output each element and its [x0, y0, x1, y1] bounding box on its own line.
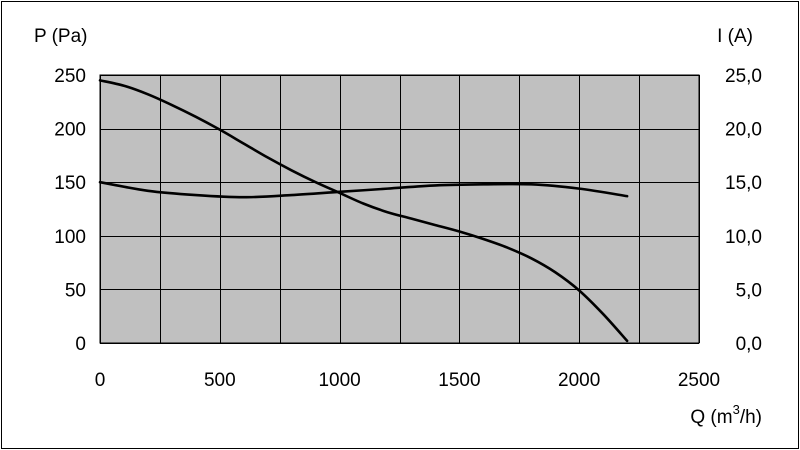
y-left-axis-title: P (Pa) — [34, 26, 88, 47]
x-tick-label: 1000 — [318, 370, 360, 391]
y-left-tick-label: 100 — [54, 227, 86, 248]
series-line-pressure — [98, 79, 629, 343]
y-right-axis-title: I (A) — [717, 26, 753, 47]
series-line-current — [98, 180, 629, 199]
y-left-tick-label: 0 — [75, 334, 86, 355]
x-axis-title-base: Q (m — [690, 407, 732, 428]
y-left-tick-label: 50 — [65, 280, 86, 301]
y-left-tick-label: 200 — [54, 120, 86, 141]
x-tick-label: 2000 — [558, 370, 600, 391]
gridlines — [100, 75, 700, 344]
x-tick-label: 0 — [95, 370, 106, 391]
x-tick-label: 500 — [204, 370, 236, 391]
series-layer — [98, 79, 629, 343]
y-right-tick-label: 15,0 — [725, 173, 762, 194]
x-tick-label: 1500 — [438, 370, 480, 391]
x-axis-title: Q (m3/h) — [690, 402, 762, 428]
x-tick-label: 2500 — [678, 370, 720, 391]
y-right-tick-label: 20,0 — [725, 120, 762, 141]
y-right-tick-label: 0,0 — [736, 334, 762, 355]
y-right-tick-label: 5,0 — [736, 280, 762, 301]
y-right-tick-labels: 0,0 5,0 10,0 15,0 20,0 25,0 — [725, 66, 762, 355]
x-axis-title-tail: /h) — [740, 407, 762, 428]
y-left-tick-label: 150 — [54, 173, 86, 194]
x-axis-title-sup: 3 — [733, 402, 740, 417]
y-left-tick-label: 250 — [54, 66, 86, 87]
x-tick-labels: 0 500 1000 1500 2000 2500 — [95, 370, 720, 391]
y-right-tick-label: 10,0 — [725, 227, 762, 248]
y-left-tick-labels: 0 50 100 150 200 250 — [54, 66, 86, 355]
y-right-tick-label: 25,0 — [725, 66, 762, 87]
